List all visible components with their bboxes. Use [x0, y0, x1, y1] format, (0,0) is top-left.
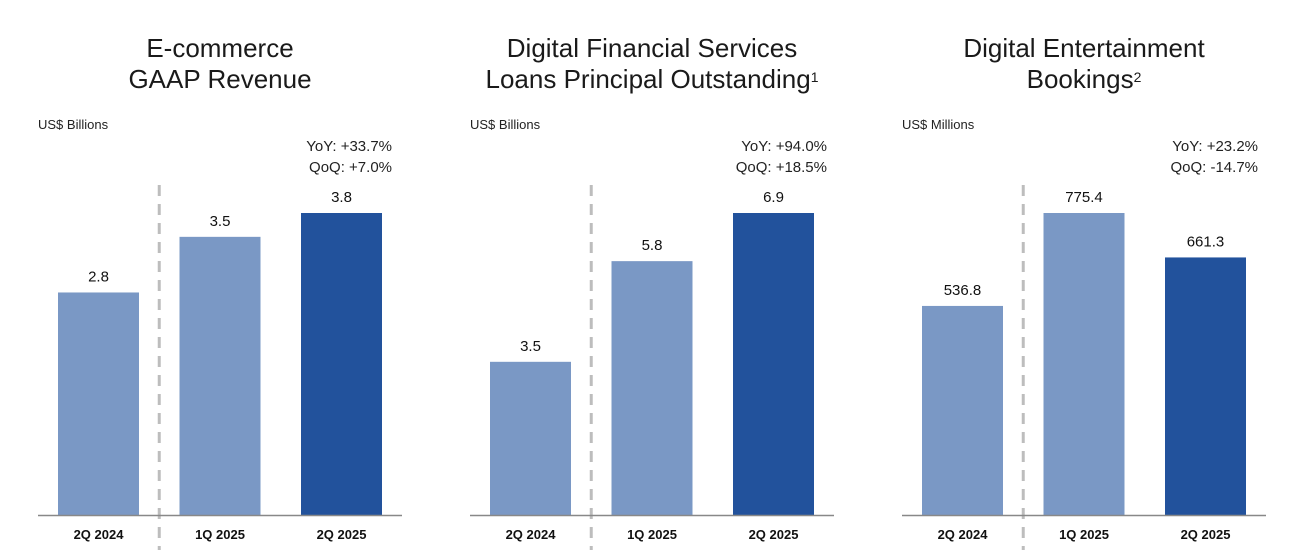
unit-label: US$ Billions [470, 117, 541, 132]
digital-entertainment-chart: Digital Entertainment Bookings2 US$ Mill… [902, 0, 1266, 557]
chart-title: Digital Financial Services Loans Princip… [470, 33, 834, 95]
bar-2q-2024 [58, 292, 139, 515]
data-label: 6.9 [763, 189, 784, 206]
dfs-loans-chart: Digital Financial Services Loans Princip… [470, 0, 834, 557]
qoq-label: QoQ: +7.0% [309, 159, 392, 176]
bar-1q-2025 [1043, 213, 1125, 515]
chart-title-line-2: GAAP Revenue [128, 64, 312, 94]
category-label: 2Q 2024 [74, 527, 125, 542]
chart-title-line-2: Bookings2 [1026, 64, 1142, 94]
data-label: 661.3 [1187, 233, 1225, 250]
category-label: 2Q 2025 [749, 527, 799, 542]
bar-1q-2025 [179, 236, 261, 515]
category-label: 2Q 2024 [506, 527, 557, 542]
footnote-marker: 1 [810, 69, 819, 85]
yoy-label: YoY: +94.0% [741, 138, 827, 155]
chart-title-line-1: Digital Financial Services [506, 33, 798, 63]
category-label: 2Q 2025 [1181, 527, 1231, 542]
bar-chart-svg: 3.5 2Q 2024 5.8 1Q 2025 6.9 2Q 2025 [470, 185, 834, 550]
ecommerce-revenue-chart: E-commerce GAAP Revenue US$ Billions YoY… [38, 0, 402, 557]
data-label: 3.5 [520, 338, 541, 355]
qoq-label: QoQ: -14.7% [1170, 159, 1258, 176]
category-label: 1Q 2025 [195, 527, 245, 542]
data-label: 2.8 [88, 268, 109, 285]
qoq-label: QoQ: +18.5% [735, 159, 827, 176]
growth-stats: YoY: +33.7% QoQ: +7.0% [306, 136, 392, 178]
bar-2q-2024 [922, 305, 1003, 515]
data-label: 3.5 [210, 213, 231, 230]
category-label: 2Q 2024 [938, 527, 989, 542]
bar-2q-2025 [301, 213, 382, 515]
data-label: 3.8 [331, 189, 352, 206]
yoy-label: YoY: +23.2% [1172, 138, 1258, 155]
growth-stats: YoY: +23.2% QoQ: -14.7% [1170, 136, 1258, 178]
category-label: 1Q 2025 [1059, 527, 1109, 542]
growth-stats: YoY: +94.0% QoQ: +18.5% [736, 136, 827, 178]
data-label: 5.8 [642, 237, 663, 254]
footnote-marker: 2 [1133, 69, 1142, 85]
bar-1q-2025 [611, 261, 693, 515]
category-label: 1Q 2025 [627, 527, 677, 542]
bar-2q-2025 [733, 213, 814, 515]
bar-chart-svg: 2.8 2Q 2024 3.5 1Q 2025 3.8 2Q 2025 [38, 185, 402, 550]
bar-2q-2024 [490, 361, 571, 515]
bar-2q-2025 [1165, 257, 1246, 515]
chart-title: Digital Entertainment Bookings2 [902, 33, 1266, 95]
data-label: 775.4 [1065, 189, 1103, 206]
chart-title-line-1: E-commerce [146, 33, 294, 63]
unit-label: US$ Billions [38, 117, 109, 132]
category-label: 2Q 2025 [317, 527, 367, 542]
unit-label: US$ Millions [902, 117, 975, 132]
chart-title: E-commerce GAAP Revenue [38, 33, 402, 95]
chart-title-line-1: Digital Entertainment [963, 33, 1205, 63]
bar-chart-svg: 536.8 2Q 2024 775.4 1Q 2025 661.3 2Q 2025 [902, 185, 1266, 550]
chart-title-line-2: Loans Principal Outstanding1 [485, 64, 819, 94]
yoy-label: YoY: +33.7% [306, 138, 392, 155]
data-label: 536.8 [944, 282, 982, 299]
